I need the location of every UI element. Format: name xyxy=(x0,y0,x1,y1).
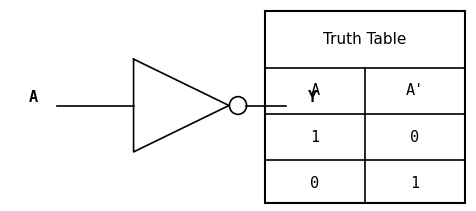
Text: A: A xyxy=(309,83,319,98)
Text: 1: 1 xyxy=(409,176,419,191)
Text: 0: 0 xyxy=(309,176,319,191)
Text: A': A' xyxy=(405,83,423,98)
Text: Y: Y xyxy=(307,89,317,105)
Text: A: A xyxy=(29,89,38,105)
Bar xyxy=(264,11,464,203)
Text: 0: 0 xyxy=(409,130,419,145)
Text: 1: 1 xyxy=(309,130,319,145)
Text: Truth Table: Truth Table xyxy=(323,31,406,47)
